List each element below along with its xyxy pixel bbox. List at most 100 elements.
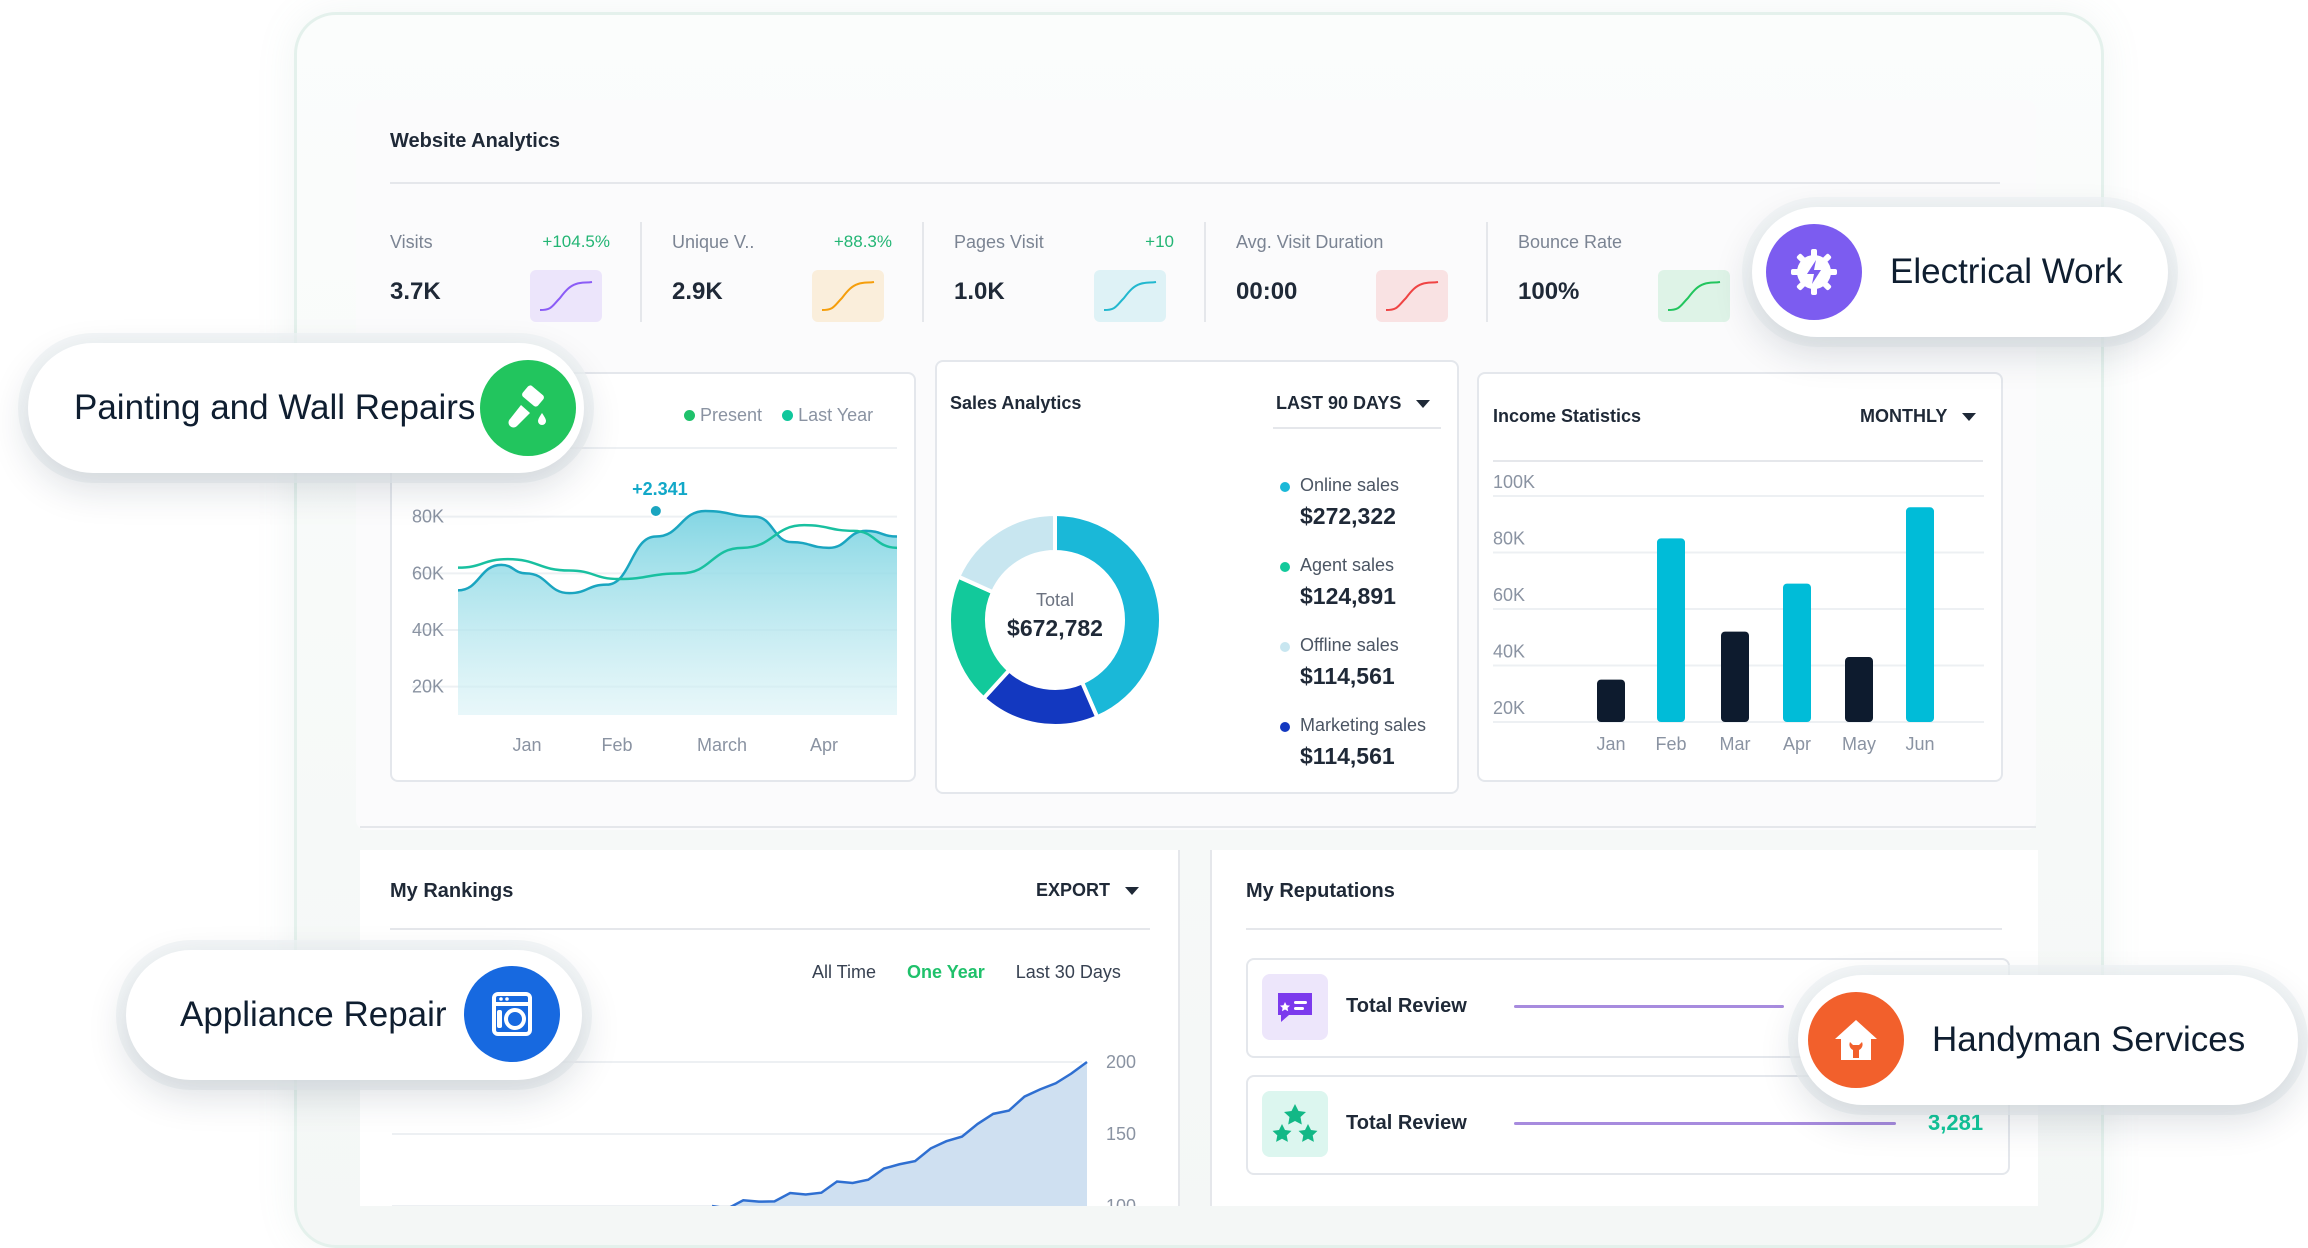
legend-present: Present	[700, 405, 763, 425]
legend-dot	[1280, 722, 1290, 732]
sparkline-svg	[821, 281, 875, 311]
y-tick-label: 20K	[1493, 698, 1525, 718]
rankings-line	[712, 1060, 1088, 1206]
divider	[390, 182, 2000, 184]
x-tick-label: Feb	[601, 735, 632, 755]
sales-label: Offline sales	[1300, 635, 1399, 655]
income-statistics-title: Income Statistics	[1493, 406, 1642, 426]
divider	[1204, 222, 1206, 322]
last-year-line	[457, 523, 898, 581]
x-tick-label: Jan	[512, 735, 541, 755]
divider	[1486, 222, 1488, 322]
income-bar	[1783, 583, 1811, 722]
legend-present-dot	[684, 410, 695, 421]
sales-range-dropdown[interactable]: LAST 90 DAYS	[1276, 393, 1431, 414]
sparkline-line	[1103, 281, 1157, 311]
income-bar	[1657, 538, 1685, 722]
divider	[390, 928, 1150, 930]
present-line	[457, 509, 898, 595]
tab-last-30-days[interactable]: Last 30 Days	[1015, 962, 1121, 982]
paint-brush-icon	[480, 360, 576, 456]
donut-total-value: $672,782	[1007, 615, 1103, 641]
income-bar	[1597, 679, 1625, 722]
sparkline-icon	[1094, 270, 1166, 322]
income-period-dropdown[interactable]: MONTHLY	[1860, 406, 1977, 427]
stat-change: +10	[1145, 232, 1174, 251]
x-tick-label: Jan	[1596, 734, 1625, 754]
export-dropdown[interactable]: EXPORT	[1036, 880, 1140, 901]
chevron-down-icon	[1125, 887, 1140, 896]
y-tick-label: 40K	[412, 620, 444, 640]
legend-dot	[1280, 562, 1290, 572]
legend-dot	[1280, 642, 1290, 652]
donut-slice	[1053, 511, 1163, 720]
income-bar	[1845, 657, 1873, 722]
badge-handyman-label: Handyman Services	[1932, 1020, 2246, 1059]
sparkline-icon	[530, 270, 602, 322]
sales-value: $272,322	[1300, 503, 1396, 529]
y-tick-label: 80K	[1493, 529, 1525, 549]
sales-donut-chart	[947, 511, 1163, 728]
legend-last-year-dot	[782, 410, 794, 421]
sparkline-svg	[539, 281, 593, 311]
stat-label: Visits	[390, 232, 433, 252]
x-tick-label: Apr	[810, 735, 838, 755]
sparkline-line	[1385, 281, 1439, 311]
donut-total-label: Total	[1035, 590, 1075, 610]
sales-label: Marketing sales	[1300, 715, 1427, 735]
sparkline-icon	[1658, 270, 1730, 322]
divider	[1493, 460, 1983, 462]
reputation-label: Total Review	[1346, 1112, 1467, 1134]
badge-painting-label: Painting and Wall Repairs	[74, 388, 476, 427]
washing-machine-icon	[464, 966, 560, 1062]
reputation-bar	[1514, 1122, 1896, 1125]
sales-analytics-title: Sales Analytics	[950, 393, 1082, 413]
legend-last-year: Last Year	[798, 405, 874, 425]
stat-value: 00:00	[1236, 278, 1298, 305]
house-wrench-icon	[1808, 992, 1904, 1088]
sales-value: $114,561	[1300, 743, 1395, 769]
stat-value: 1.0K	[954, 278, 1005, 305]
y-tick-label: 100K	[1493, 472, 1535, 492]
stat-value: 3.7K	[390, 278, 441, 305]
lightning-gear-icon	[1766, 224, 1862, 320]
divider	[640, 222, 642, 322]
stars-icon	[1262, 1091, 1328, 1157]
y-tick-label: 40K	[1493, 642, 1525, 662]
sales-range-label: LAST 90 DAYS	[1276, 393, 1402, 413]
visitors-legend: Present Last Year	[684, 405, 873, 426]
badge-appliance-label: Appliance Repair	[180, 995, 447, 1034]
reputation-bar	[1514, 1005, 1784, 1008]
reputation-label: Total Review	[1346, 995, 1467, 1017]
review-chat-icon	[1262, 974, 1328, 1040]
income-bar	[1906, 507, 1934, 722]
sparkline-line	[1667, 281, 1721, 311]
x-tick-label: May	[1842, 734, 1876, 754]
income-bar	[1721, 631, 1749, 722]
sparkline-icon	[1376, 270, 1448, 322]
income-bar-chart: 20K 40K 60K 80K 100K Jan Feb Mar Apr May Jun	[1493, 472, 1984, 754]
sales-value: $114,561	[1300, 663, 1395, 689]
rankings-area	[712, 1062, 1087, 1206]
tab-all-time[interactable]: All Time	[812, 962, 877, 982]
present-area	[458, 511, 897, 715]
y-tick-label: 60K	[1493, 585, 1525, 605]
y-tick-label: 60K	[412, 563, 444, 583]
tab-one-year[interactable]: One Year	[907, 962, 985, 982]
x-tick-label: Feb	[1655, 734, 1686, 754]
chevron-down-icon	[1962, 413, 1977, 422]
sparkline-svg	[1385, 281, 1439, 311]
sparkline-svg	[1103, 281, 1157, 311]
divider	[1246, 928, 2002, 930]
sparkline-line	[821, 281, 875, 311]
y-tick-label: 100	[1106, 1196, 1136, 1206]
stat-change: +104.5%	[542, 232, 610, 251]
y-tick-label: 20K	[412, 677, 444, 697]
donut-slice	[955, 511, 1057, 595]
sales-value: $124,891	[1300, 583, 1396, 609]
annotation-label: +2.341	[632, 479, 688, 499]
x-tick-label: March	[697, 735, 747, 755]
sparkline-line	[539, 281, 593, 311]
y-tick-label: 80K	[412, 507, 444, 527]
sparkline-icon	[812, 270, 884, 322]
